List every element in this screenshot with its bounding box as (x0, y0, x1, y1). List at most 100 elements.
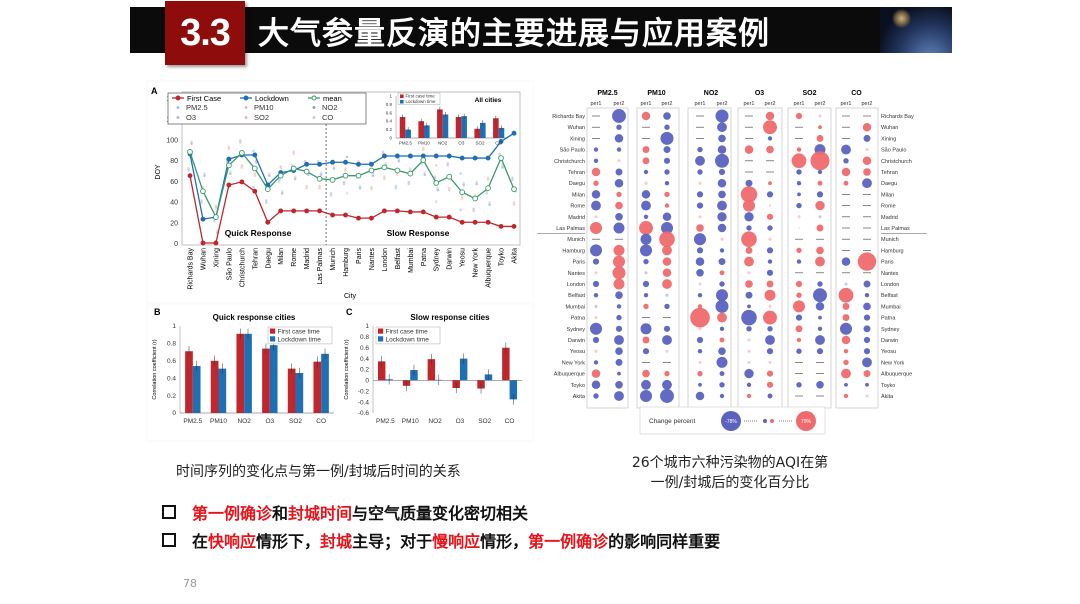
bullet-text-part: 情形， (480, 532, 529, 551)
change-bubble (589, 221, 603, 235)
pollutant-point (319, 171, 323, 174)
data-point (278, 208, 284, 214)
pollutant-point (421, 146, 425, 150)
y-tick-label: 1 (365, 323, 369, 330)
data-point (433, 214, 439, 220)
pollutant-point (475, 180, 478, 184)
pollutant-point (239, 141, 242, 144)
change-bubble (640, 233, 652, 245)
city-label-left: Milan (572, 192, 585, 198)
bullet-text-part: 的影响同样重要 (608, 532, 721, 551)
bullet-box-icon (162, 533, 176, 547)
city-label-left: Albuquerque (554, 372, 585, 378)
legend-marker (244, 116, 248, 119)
period-header: per1 (840, 101, 851, 107)
legend-bubble-small-pos (770, 419, 774, 423)
change-bubble (696, 268, 704, 277)
x-tick-label: Darwin (447, 248, 454, 270)
x-tick-label: Daegu (265, 248, 272, 269)
chart-c-bar: -0.6 -0.4 -0.2 0 0.2 0.4 0.6 0.8 1 PM2.5 PM10 NO2 O3… (340, 305, 532, 440)
change-bubble (796, 292, 802, 298)
change-bubble (817, 180, 823, 186)
pollutant-point (462, 181, 465, 185)
city-label-right: Paris (881, 260, 894, 266)
change-bubble (718, 258, 726, 266)
x-tick-label: Hamburg (343, 248, 350, 277)
pollutant-point (446, 161, 450, 165)
x-tick-label: O3 (458, 141, 465, 146)
pollutant-point (318, 186, 321, 190)
change-bubble (838, 287, 854, 303)
legend-label: PM2.5 (186, 103, 208, 112)
bar-lockdown-time (218, 368, 227, 413)
x-tick-label: Christchurch (239, 248, 246, 287)
legend-marker (311, 95, 317, 101)
change-bubble (589, 244, 603, 257)
change-bubble (744, 368, 754, 379)
pollutant-point (280, 191, 284, 195)
change-bubble (696, 336, 704, 344)
change-bubble (641, 111, 651, 121)
legend-marker (176, 116, 180, 119)
page-number: 78 (183, 577, 197, 590)
pollutant-point (423, 173, 427, 176)
pollutant-point (383, 175, 386, 179)
change-bubble (863, 336, 871, 344)
pollutant-point (239, 139, 242, 142)
change-bubble (719, 326, 725, 331)
x-tick-label: CO (505, 418, 515, 425)
data-point (485, 219, 491, 225)
change-bubble (593, 360, 599, 365)
change-bubble (695, 257, 705, 266)
pollutant-point (409, 167, 412, 170)
city-label-right: Patna (881, 316, 896, 322)
data-point (459, 219, 465, 225)
city-label-left: Nantes (568, 271, 586, 277)
change-bubble (697, 304, 703, 309)
change-bubble (660, 389, 674, 403)
data-point (485, 155, 491, 161)
legend-marker (244, 106, 248, 109)
data-point (342, 172, 349, 179)
pollutant-point (370, 187, 373, 191)
pollutant-header: PM10 (647, 90, 665, 97)
x-tick-label: SO2 (289, 418, 302, 425)
pollutant-header: PM2.5 (597, 90, 617, 97)
x-tick-label: PM10 (210, 418, 227, 425)
data-point (356, 161, 361, 167)
pollutant-point (332, 167, 336, 170)
pollutant-point (511, 178, 514, 182)
change-bubble (642, 280, 650, 288)
change-bubble (791, 153, 807, 169)
change-bubble (715, 153, 729, 168)
city-label-left: Sydney (567, 327, 586, 333)
chart-title: Quick response cities (213, 313, 296, 322)
change-bubble (718, 168, 726, 176)
change-bubble (842, 302, 850, 310)
change-bubble (747, 304, 751, 309)
change-bubble (592, 336, 600, 344)
change-bubble (865, 394, 869, 398)
pollutant-point (293, 175, 297, 179)
pollutant-point (342, 182, 346, 186)
pollutant-point (305, 186, 308, 190)
pollutant-point (459, 172, 462, 175)
bullet-1: 第一例确诊和封城时间与空气质量变化密切相关 (162, 500, 528, 524)
change-bubble (797, 192, 801, 197)
change-bubble (815, 256, 825, 267)
change-bubble (719, 371, 725, 377)
change-bubble (696, 224, 704, 232)
change-bubble (591, 200, 601, 211)
change-bubble (664, 169, 670, 175)
panel-label: B (154, 307, 161, 317)
change-bubble (767, 259, 773, 264)
bar-first-case-time (313, 361, 322, 413)
pollutant-header: NO2 (704, 90, 719, 97)
y-tick-label: 0.4 (360, 356, 369, 363)
period-header: per2 (814, 101, 825, 107)
pollutant-point (447, 188, 451, 192)
city-label-right: Hamburg (881, 248, 904, 254)
city-label-left: São Paulo (560, 148, 585, 154)
change-bubble (615, 347, 623, 356)
